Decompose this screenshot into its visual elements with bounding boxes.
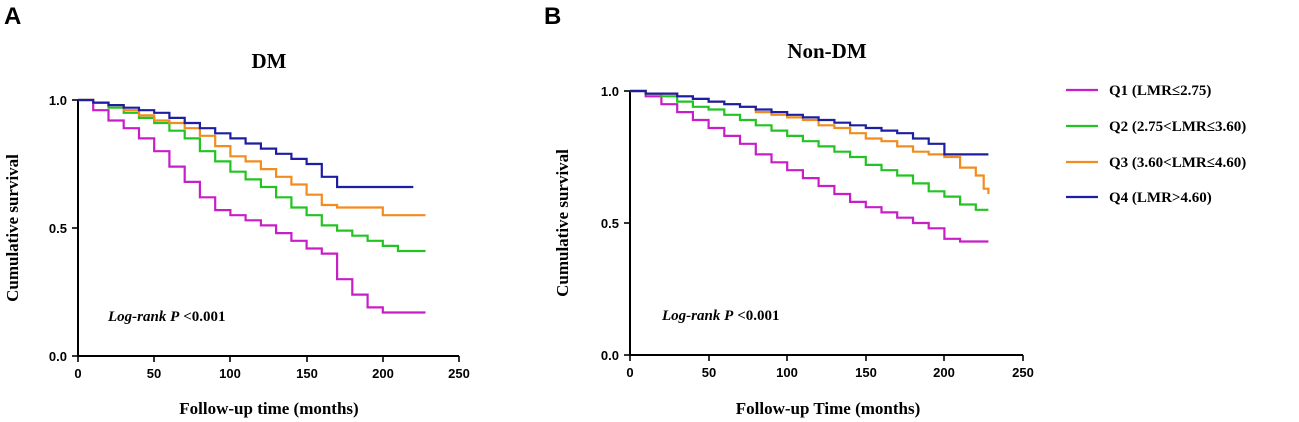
panel-a-series-q2-line [78, 98, 426, 253]
panel-b-x-tick-label: 150 [855, 365, 877, 380]
legend-label: Q1 (LMR≤2.75) [1109, 83, 1211, 99]
legend-label: Q2 (2.75<LMR≤3.60) [1109, 119, 1246, 135]
panel-a-x-axis-label: Follow-up time (months) [179, 399, 358, 418]
panel-a: A DM Cumulative survival Follow-up time … [3, 3, 470, 418]
panel-a-series-q4-line [78, 98, 414, 189]
panel-b-x-tick-label: 0 [626, 365, 633, 380]
panel-a-series-q1-line [78, 98, 426, 314]
panel-b-x-tick-label: 200 [933, 365, 955, 380]
panel-a-x-tick-label: 50 [147, 366, 161, 381]
panel-a-series-group [78, 98, 426, 314]
panel-b-letter: B [544, 3, 561, 30]
panel-a-logrank-label: Log-rank P [107, 309, 180, 325]
panel-b-x-tick-label: 100 [776, 365, 798, 380]
panel-b-logrank-label: Log-rank P [661, 308, 734, 324]
panel-b-x-axis-label: Follow-up Time (months) [736, 399, 921, 418]
legend: Q1 (LMR≤2.75) Q2 (2.75<LMR≤3.60) Q3 (3.6… [1066, 83, 1246, 206]
panel-b-series-group [630, 89, 990, 243]
panel-a-x-tick-label: 100 [219, 366, 241, 381]
legend-item: Q3 (3.60<LMR≤4.60) [1066, 155, 1246, 171]
panel-b-x-ticks: 0 50 100 150 200 250 [626, 355, 1034, 380]
panel-b-title: Non-DM [787, 39, 867, 63]
panel-b-y-tick-label: 0.5 [601, 216, 619, 231]
panel-b-y-axis-label: Cumulative survival [553, 149, 572, 297]
panel-b-y-tick-label: 1.0 [601, 84, 619, 99]
panel-a-y-ticks: 0.0 0.5 1.0 [49, 93, 78, 364]
panel-a-x-tick-label: 150 [296, 366, 318, 381]
legend-item: Q2 (2.75<LMR≤3.60) [1066, 119, 1246, 135]
panel-b-logrank-annotation: Log-rank P <0.001 [661, 308, 780, 324]
legend-item: Q4 (LMR>4.60) [1066, 190, 1212, 206]
panel-a-title: DM [252, 49, 287, 73]
legend-item: Q1 (LMR≤2.75) [1066, 83, 1211, 99]
panel-a-x-ticks: 0 50 100 150 200 250 [74, 356, 470, 381]
panel-a-y-axis-label: Cumulative survival [3, 154, 22, 302]
panel-b-x-tick-label: 250 [1012, 365, 1034, 380]
panel-a-letter: A [4, 3, 21, 30]
panel-b: B Non-DM Cumulative survival Follow-up T… [544, 3, 1034, 418]
panel-a-x-tick-label: 0 [74, 366, 81, 381]
panel-a-y-tick-label: 0.5 [49, 221, 67, 236]
panel-a-series-q3-line [78, 98, 426, 217]
panel-b-series-q1-line [630, 89, 989, 243]
panel-b-x-tick-label: 50 [702, 365, 716, 380]
panel-b-series-q4-line [630, 89, 989, 156]
panel-b-y-ticks: 0.0 0.5 1.0 [601, 84, 630, 363]
panel-a-logrank-value: <0.001 [183, 309, 225, 325]
panel-a-x-tick-label: 200 [372, 366, 394, 381]
legend-label: Q3 (3.60<LMR≤4.60) [1109, 155, 1246, 171]
panel-b-logrank-value: <0.001 [737, 308, 779, 324]
legend-label: Q4 (LMR>4.60) [1109, 190, 1212, 206]
panel-b-series-q2-line [630, 89, 989, 211]
panel-a-logrank-annotation: Log-rank P <0.001 [107, 309, 226, 325]
panel-a-y-tick-label: 1.0 [49, 93, 67, 108]
panel-a-x-tick-label: 250 [448, 366, 470, 381]
panel-b-y-tick-label: 0.0 [601, 348, 619, 363]
panel-a-y-tick-label: 0.0 [49, 349, 67, 364]
